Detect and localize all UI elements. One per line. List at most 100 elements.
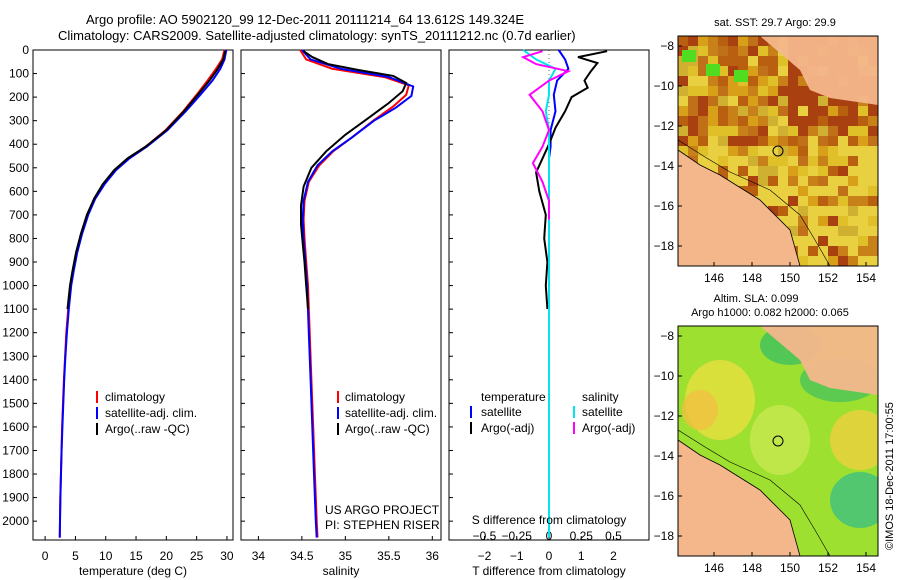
sst-cell	[828, 126, 838, 136]
sst-cell	[748, 96, 758, 106]
sst-cell	[818, 126, 828, 136]
sst-cell	[858, 166, 868, 176]
sst-cell	[718, 146, 728, 156]
sst-cell	[798, 216, 808, 226]
sst-cell	[788, 76, 798, 86]
series-line	[522, 49, 557, 538]
difference-legend: temperature satellite Argo(-adj) salinit…	[470, 390, 635, 435]
sst-cell	[768, 136, 778, 146]
sst-cell	[828, 196, 838, 206]
series-line	[66, 50, 227, 310]
map-lat-label: −18	[654, 529, 675, 543]
x-tick-label: 25	[190, 549, 204, 563]
legend-temperature-heading: temperature	[481, 390, 546, 404]
sst-cell	[768, 96, 778, 106]
sst-cell	[708, 106, 718, 116]
sst-cell	[788, 216, 798, 226]
sst-cell	[868, 146, 878, 156]
sst-cell	[838, 216, 848, 226]
map-lon-label: 148	[742, 271, 762, 285]
sst-cell	[698, 36, 708, 46]
sst-cell	[768, 126, 778, 136]
sst-cell	[718, 106, 728, 116]
x-tick-label: 35.5	[377, 549, 401, 563]
sst-cell	[748, 76, 758, 86]
sst-cell	[848, 116, 858, 126]
sst-cell	[868, 206, 878, 216]
map-lat-label: −12	[654, 409, 675, 423]
sst-cell	[748, 186, 758, 196]
sst-cell	[798, 116, 808, 126]
sst-cell	[698, 146, 708, 156]
sst-cell	[738, 146, 748, 156]
sst-cell	[758, 156, 768, 166]
sst-cell	[708, 126, 718, 136]
map-lat-label: −10	[654, 369, 675, 383]
sst-cell	[808, 176, 818, 186]
sst-cell	[778, 166, 788, 176]
sst-cell	[718, 66, 728, 76]
sst-cell	[698, 106, 708, 116]
sst-cell	[828, 236, 838, 246]
sst-cell	[808, 126, 818, 136]
sst-cell	[768, 56, 778, 66]
sst-cell	[718, 86, 728, 96]
x-tick-label: 0	[546, 549, 553, 563]
sst-cell	[858, 236, 868, 246]
sst-cell	[758, 86, 768, 96]
sst-cell	[858, 136, 868, 146]
sst-cell	[708, 86, 718, 96]
map-lat-label: −8	[660, 39, 674, 53]
depth-tick-label: 1400	[2, 373, 29, 387]
sst-cell	[768, 156, 778, 166]
sst-cell	[818, 246, 828, 256]
sst-cell	[868, 156, 878, 166]
map-lon-label: 146	[704, 271, 724, 285]
sst-cell	[698, 96, 708, 106]
sst-cell	[838, 196, 848, 206]
sla-argo-position	[772, 435, 784, 447]
sst-cell	[778, 56, 788, 66]
sst-cell	[718, 96, 728, 106]
sst-cell	[718, 136, 728, 146]
sst-axis: −8 −10 −12 −14 −16 −18 146 148 150 152 154	[654, 39, 877, 285]
depth-tick-label: 700	[9, 208, 29, 222]
sst-cell	[838, 226, 848, 236]
t-difference-label: T difference from climatology	[472, 564, 626, 578]
sst-cell	[868, 116, 878, 126]
sst-cell	[808, 106, 818, 116]
sst-cell	[838, 156, 848, 166]
sst-cell	[748, 176, 758, 186]
sst-cell	[858, 216, 868, 226]
sst-cell	[868, 186, 878, 196]
sst-cell	[818, 156, 828, 166]
sst-cell	[748, 86, 758, 96]
sst-cell	[688, 146, 698, 156]
sst-cell	[748, 46, 758, 56]
x-tick-label: 2	[610, 549, 617, 563]
sst-cell	[858, 206, 868, 216]
sst-cell	[718, 166, 728, 176]
sst-cell	[808, 146, 818, 156]
sst-cell	[758, 186, 768, 196]
sst-cell	[778, 66, 788, 76]
sst-cell	[698, 46, 708, 56]
sst-cell	[728, 116, 738, 126]
map-lat-label: −10	[654, 79, 675, 93]
depth-tick-label: 900	[9, 255, 29, 269]
sst-cell	[738, 106, 748, 116]
sst-cell	[708, 76, 718, 86]
sst-cell	[768, 196, 778, 206]
salinity-plot-frame	[240, 49, 442, 541]
sst-cell	[748, 126, 758, 136]
sst-cell	[688, 96, 698, 106]
sla-land-png	[678, 326, 878, 395]
sst-cell	[868, 106, 878, 116]
sal-legend-sat-label: satellite-adj. clim.	[345, 406, 437, 420]
sst-cell	[728, 96, 738, 106]
sst-cell	[788, 176, 798, 186]
sst-cell	[728, 166, 738, 176]
sst-cell	[728, 46, 738, 56]
salinity-lines	[299, 49, 415, 538]
series-line	[299, 49, 411, 538]
